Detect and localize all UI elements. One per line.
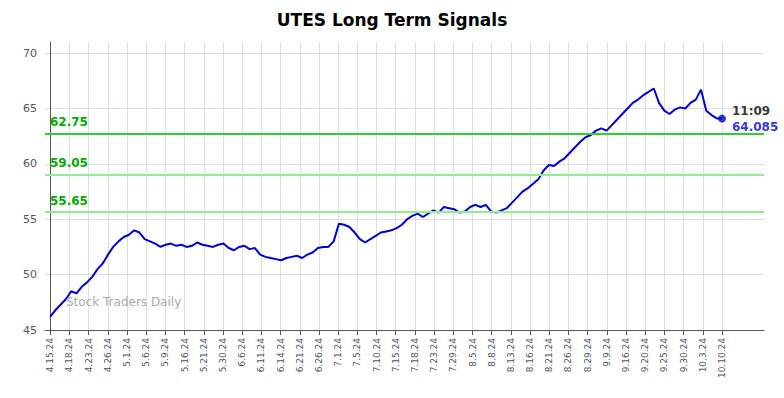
svg-text:7.18.24: 7.18.24 <box>410 338 420 373</box>
svg-text:UTES Long Term Signals: UTES Long Term Signals <box>277 10 508 30</box>
svg-text:55.65: 55.65 <box>50 194 88 208</box>
svg-text:4.15.24: 4.15.24 <box>45 338 55 373</box>
svg-text:4.26.24: 4.26.24 <box>103 338 113 373</box>
svg-text:5.9.24: 5.9.24 <box>160 338 170 367</box>
svg-text:Stock Traders Daily: Stock Traders Daily <box>66 295 181 309</box>
svg-text:4.23.24: 4.23.24 <box>84 338 94 373</box>
svg-text:64.085: 64.085 <box>732 120 778 134</box>
svg-text:9.20.24: 9.20.24 <box>640 338 650 373</box>
svg-text:8.29.24: 8.29.24 <box>583 338 593 373</box>
svg-text:60: 60 <box>23 157 37 170</box>
svg-text:5.6.24: 5.6.24 <box>141 338 151 367</box>
svg-text:4.18.24: 4.18.24 <box>64 338 74 373</box>
svg-text:8.13.24: 8.13.24 <box>506 338 516 373</box>
svg-text:7.29.24: 7.29.24 <box>448 338 458 373</box>
svg-text:55: 55 <box>23 213 37 226</box>
svg-text:5.30.24: 5.30.24 <box>218 338 228 373</box>
svg-text:70: 70 <box>23 47 37 60</box>
svg-text:11:09: 11:09 <box>732 104 770 118</box>
svg-text:7.1.24: 7.1.24 <box>333 338 343 367</box>
svg-text:8.26.24: 8.26.24 <box>563 338 573 373</box>
svg-text:6.26.24: 6.26.24 <box>314 338 324 373</box>
svg-text:8.21.24: 8.21.24 <box>544 338 554 373</box>
svg-text:65: 65 <box>23 102 37 115</box>
svg-text:6.21.24: 6.21.24 <box>295 338 305 373</box>
svg-text:9.30.24: 9.30.24 <box>679 338 689 373</box>
svg-text:6.11.24: 6.11.24 <box>256 338 266 373</box>
svg-text:45: 45 <box>23 324 37 337</box>
svg-text:5.1.24: 5.1.24 <box>122 338 132 367</box>
svg-text:9.16.24: 9.16.24 <box>621 338 631 373</box>
svg-text:50: 50 <box>23 268 37 281</box>
svg-text:9.9.24: 9.9.24 <box>602 338 612 367</box>
svg-text:59.05: 59.05 <box>50 156 88 170</box>
svg-text:10.10.24: 10.10.24 <box>717 338 727 378</box>
svg-text:7.5.24: 7.5.24 <box>352 338 362 367</box>
svg-text:8.8.24: 8.8.24 <box>487 338 497 367</box>
svg-text:8.5.24: 8.5.24 <box>468 338 478 367</box>
svg-text:7.23.24: 7.23.24 <box>429 338 439 373</box>
svg-text:8.16.24: 8.16.24 <box>525 338 535 373</box>
svg-text:6.6.24: 6.6.24 <box>237 338 247 367</box>
svg-text:5.21.24: 5.21.24 <box>199 338 209 373</box>
svg-text:6.14.24: 6.14.24 <box>276 338 286 373</box>
svg-text:7.15.24: 7.15.24 <box>391 338 401 373</box>
svg-text:62.75: 62.75 <box>50 115 88 129</box>
svg-text:9.25.24: 9.25.24 <box>659 338 669 373</box>
svg-text:5.16.24: 5.16.24 <box>180 338 190 373</box>
svg-text:10.3.24: 10.3.24 <box>698 338 708 373</box>
svg-text:7.10.24: 7.10.24 <box>372 338 382 373</box>
